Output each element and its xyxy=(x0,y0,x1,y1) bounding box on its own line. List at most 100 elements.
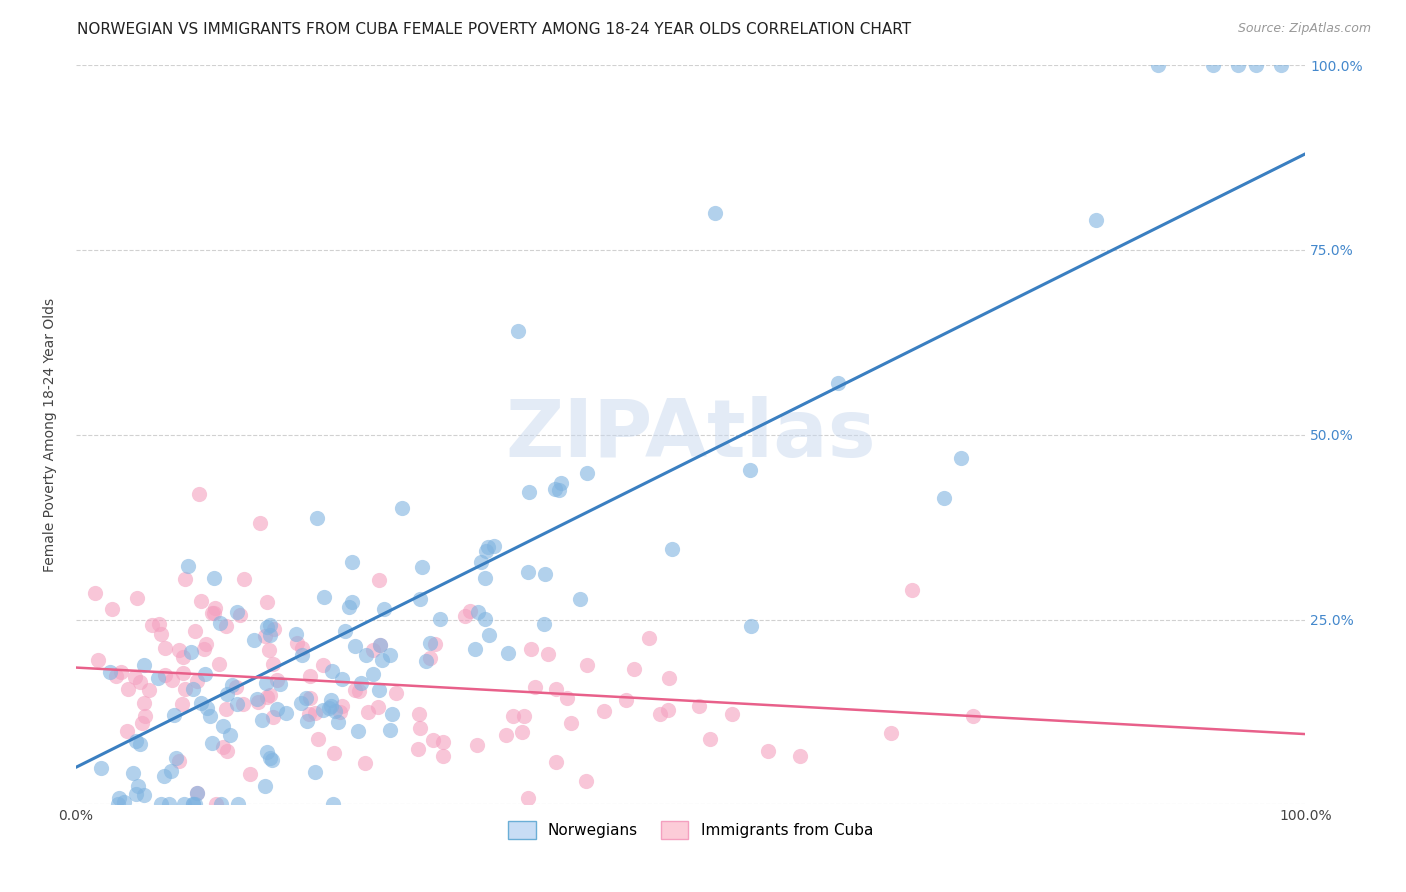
Point xyxy=(357,706,380,720)
Point xyxy=(363,643,385,657)
Point xyxy=(482,539,505,553)
Point xyxy=(305,511,328,525)
Point xyxy=(298,706,321,721)
Y-axis label: Female Poverty Among 18-24 Year Olds: Female Poverty Among 18-24 Year Olds xyxy=(44,298,58,572)
Point xyxy=(208,615,231,630)
Point xyxy=(367,573,389,587)
Point xyxy=(343,639,366,653)
Point xyxy=(122,766,145,780)
Point xyxy=(347,724,370,739)
Point xyxy=(100,602,122,616)
Point xyxy=(215,702,238,716)
Point xyxy=(467,606,489,620)
Point xyxy=(217,687,239,701)
Point xyxy=(134,657,156,672)
Point xyxy=(194,666,217,681)
Point xyxy=(367,700,389,714)
Point xyxy=(221,678,243,692)
Point xyxy=(181,797,204,812)
Point xyxy=(343,683,366,698)
Point xyxy=(409,592,432,607)
Point xyxy=(381,706,404,721)
Point xyxy=(201,607,224,621)
Point xyxy=(184,797,207,812)
Point xyxy=(550,476,572,491)
Point xyxy=(347,683,370,698)
Point xyxy=(149,626,172,640)
Point xyxy=(593,704,616,718)
Point xyxy=(380,723,402,738)
Point xyxy=(335,624,357,638)
Point xyxy=(950,451,973,466)
Point xyxy=(340,555,363,569)
Point xyxy=(172,650,194,665)
Point xyxy=(478,628,501,642)
Point xyxy=(295,714,318,728)
Point xyxy=(245,691,267,706)
Point xyxy=(721,706,744,721)
Point xyxy=(901,582,924,597)
Point xyxy=(406,741,429,756)
Point xyxy=(181,797,204,812)
Point xyxy=(205,797,228,812)
Point xyxy=(623,662,645,676)
Point xyxy=(368,638,391,652)
Point xyxy=(1085,213,1108,227)
Point xyxy=(477,541,499,555)
Point xyxy=(173,797,195,812)
Point xyxy=(84,586,107,600)
Point xyxy=(368,638,391,652)
Point xyxy=(232,697,254,711)
Point xyxy=(125,734,148,748)
Point xyxy=(1147,58,1170,72)
Point xyxy=(575,773,598,788)
Point xyxy=(134,788,156,802)
Point xyxy=(257,643,280,657)
Point xyxy=(756,744,779,758)
Point xyxy=(323,704,346,718)
Point xyxy=(304,706,326,720)
Point xyxy=(87,653,110,667)
Point xyxy=(474,571,496,585)
Point xyxy=(361,667,384,681)
Text: Source: ZipAtlas.com: Source: ZipAtlas.com xyxy=(1237,22,1371,36)
Point xyxy=(246,695,269,709)
Point xyxy=(368,682,391,697)
Point xyxy=(470,555,492,569)
Point xyxy=(194,637,217,651)
Point xyxy=(658,671,681,685)
Point xyxy=(537,647,560,661)
Point xyxy=(195,701,218,715)
Point xyxy=(337,600,360,615)
Point xyxy=(215,618,238,632)
Point xyxy=(256,594,278,608)
Point xyxy=(429,612,451,626)
Point xyxy=(125,787,148,801)
Point xyxy=(198,708,221,723)
Point xyxy=(124,671,146,685)
Point xyxy=(163,708,186,723)
Point xyxy=(568,591,591,606)
Point xyxy=(661,542,683,557)
Point xyxy=(688,698,710,713)
Text: ZIPAtlas: ZIPAtlas xyxy=(505,396,876,474)
Point xyxy=(323,747,346,761)
Point xyxy=(190,593,212,607)
Point xyxy=(304,765,326,780)
Point xyxy=(533,617,555,632)
Point xyxy=(350,675,373,690)
Point xyxy=(129,675,152,690)
Point xyxy=(90,761,112,775)
Point xyxy=(202,606,225,620)
Point xyxy=(512,709,534,723)
Point xyxy=(312,658,335,673)
Point xyxy=(419,636,441,650)
Point xyxy=(259,617,281,632)
Point xyxy=(212,719,235,733)
Point xyxy=(318,700,340,714)
Point xyxy=(544,482,567,496)
Point xyxy=(311,703,333,717)
Point xyxy=(172,666,194,681)
Point xyxy=(219,728,242,742)
Point xyxy=(162,673,184,687)
